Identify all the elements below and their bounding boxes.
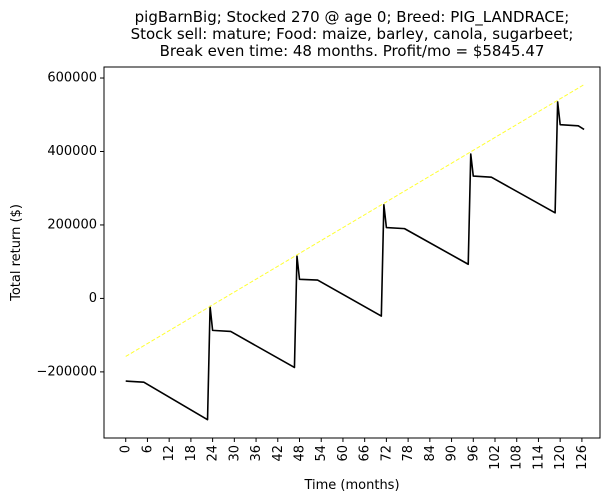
x-tick-label: 108 xyxy=(510,445,525,470)
x-tick-label: 12 xyxy=(162,445,177,462)
break-even-trend-line xyxy=(125,84,585,357)
y-axis-ticks: −200000 0 200000 400000 600000 xyxy=(36,71,104,379)
x-tick-label: 126 xyxy=(575,445,590,470)
x-tick-label: 78 xyxy=(401,445,416,462)
x-tick-label: 0 xyxy=(119,445,134,453)
x-tick-label: 54 xyxy=(314,445,329,462)
x-tick-label: 120 xyxy=(553,445,568,470)
y-tick-label: 400000 xyxy=(47,144,97,159)
chart-title: pigBarnBig; Stocked 270 @ age 0; Breed: … xyxy=(131,8,574,60)
x-tick-label: 84 xyxy=(423,445,438,462)
y-axis-label: Total return ($) xyxy=(9,204,24,302)
x-tick-label: 18 xyxy=(184,445,199,462)
x-tick-label: 30 xyxy=(227,445,242,462)
x-tick-label: 96 xyxy=(466,445,481,462)
y-tick-label: −200000 xyxy=(36,364,97,379)
plot-frame xyxy=(103,66,601,439)
x-tick-label: 102 xyxy=(488,445,503,470)
x-tick-label: 36 xyxy=(249,445,264,462)
chart-title-line: Stock sell: mature; Food: maize, barley,… xyxy=(131,25,574,43)
y-tick-label: 600000 xyxy=(47,71,97,86)
total-return-line xyxy=(125,101,585,421)
x-tick-label: 48 xyxy=(293,445,308,462)
series-group xyxy=(125,84,585,421)
x-tick-label: 114 xyxy=(531,445,546,470)
y-tick-label: 200000 xyxy=(47,217,97,232)
x-tick-label: 6 xyxy=(140,445,155,453)
chart-title-line: pigBarnBig; Stocked 270 @ age 0; Breed: … xyxy=(135,8,570,27)
x-axis-ticks: 0 6 12 18 24 30 36 42 48 54 60 66 72 78 84 90 96 102 108 11… xyxy=(119,438,590,470)
x-tick-label: 72 xyxy=(379,445,394,462)
x-tick-label: 90 xyxy=(445,445,460,462)
x-tick-label: 66 xyxy=(358,445,373,462)
x-tick-label: 60 xyxy=(336,445,351,462)
y-tick-label: 0 xyxy=(89,291,97,306)
x-tick-label: 24 xyxy=(206,445,221,462)
chart-title-line: Break even time: 48 months. Profit/mo = … xyxy=(160,42,545,60)
x-tick-label: 42 xyxy=(271,445,286,462)
x-axis-label: Time (months) xyxy=(303,478,399,493)
